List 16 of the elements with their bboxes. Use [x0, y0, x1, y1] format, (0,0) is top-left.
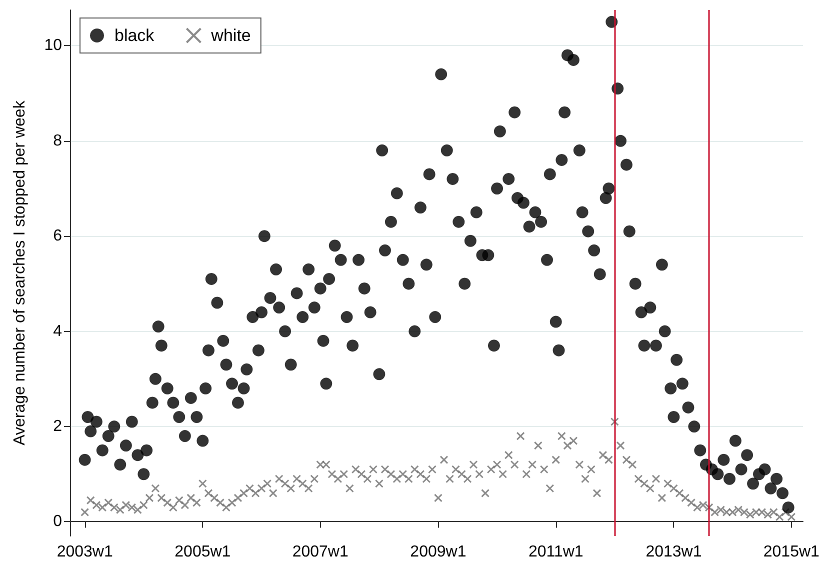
x-tick-label: 2005w1: [174, 544, 231, 560]
legend-label: black: [114, 26, 155, 45]
x-tick-label: 2015w1: [763, 544, 820, 560]
y-tick-label: 10: [44, 37, 62, 54]
legend-label: white: [210, 26, 251, 45]
y-tick-label: 0: [53, 513, 62, 530]
y-tick-label: 4: [53, 322, 62, 340]
y-tick-label: 8: [53, 132, 62, 150]
x-tick-label: 2003w1: [56, 544, 113, 560]
x-tick-label: 2011w1: [528, 544, 584, 560]
y-tick-label: 6: [53, 228, 62, 245]
x-tick-label: 2009w1: [410, 544, 466, 560]
y-axis-title: Average number of searches I stopped per week: [12, 100, 28, 446]
x-tick-label: 2007w1: [292, 544, 348, 560]
x-tick-label: 2013w1: [646, 544, 702, 560]
y-tick-label: 2: [53, 418, 62, 436]
